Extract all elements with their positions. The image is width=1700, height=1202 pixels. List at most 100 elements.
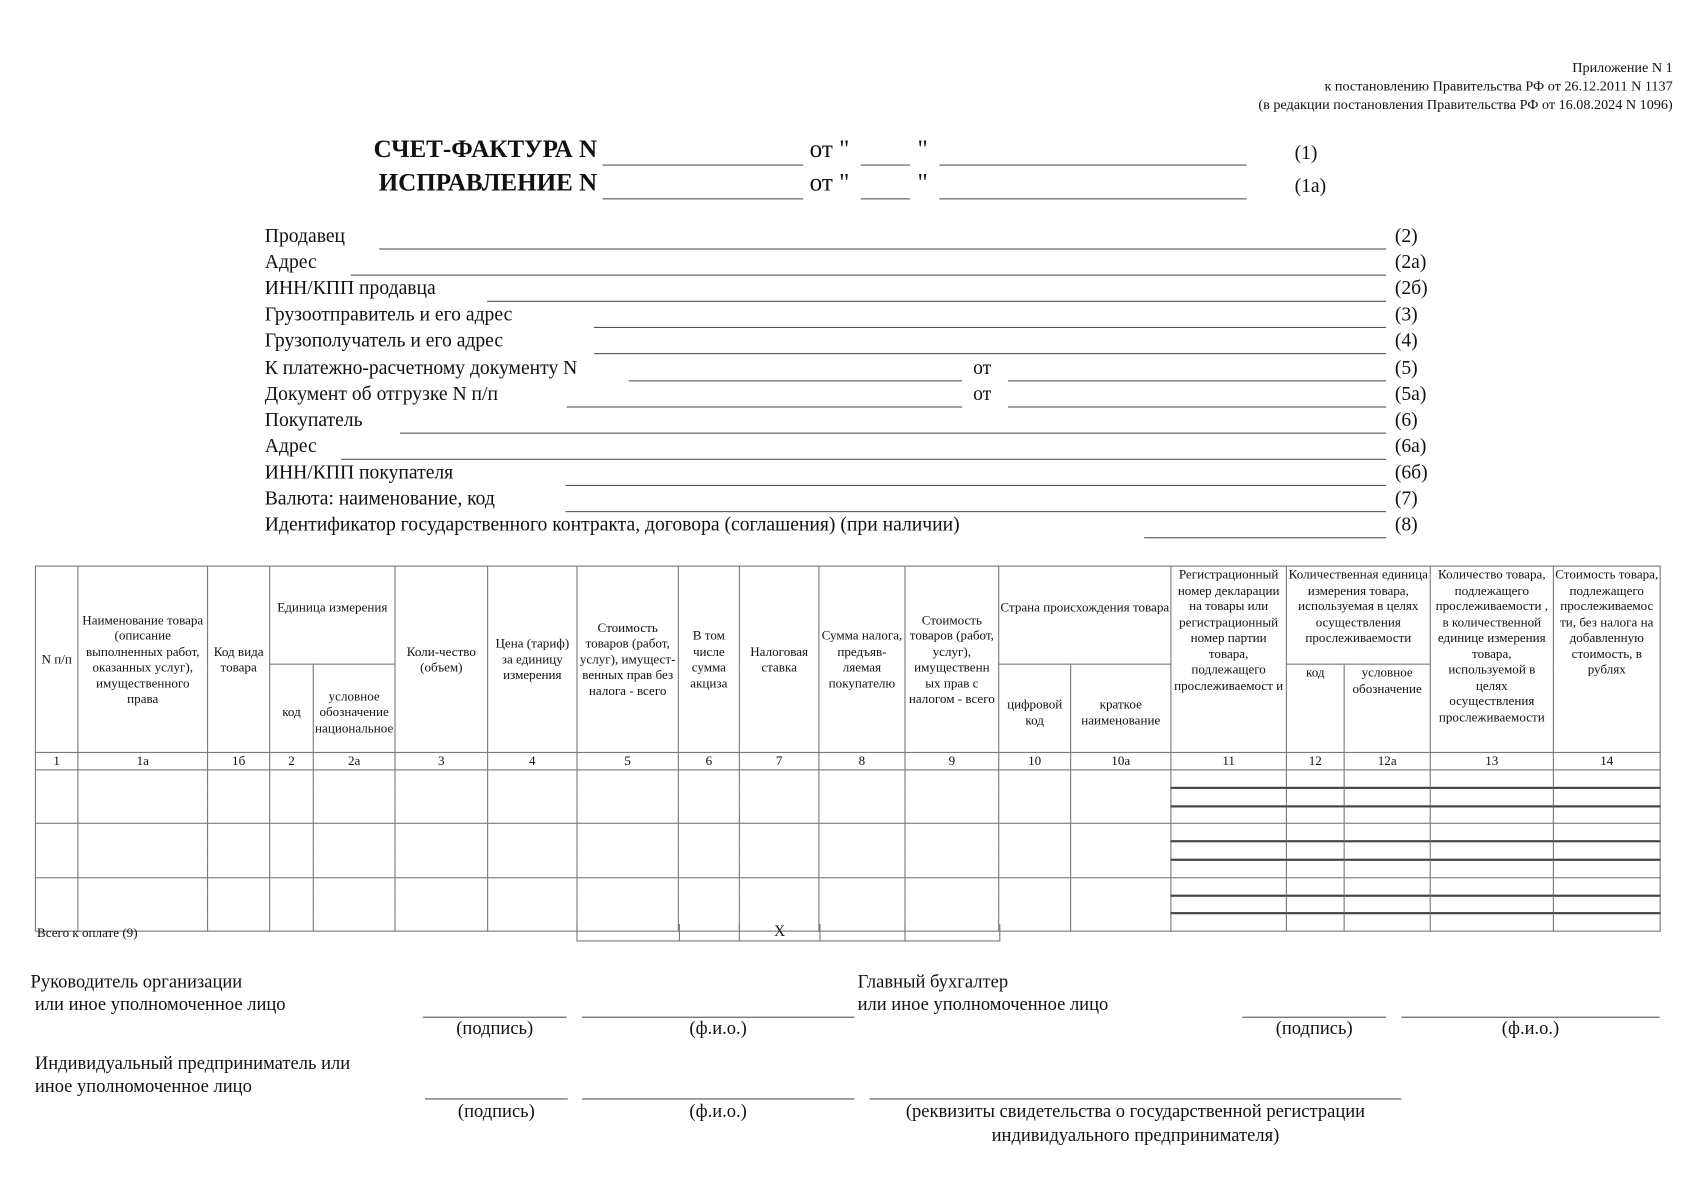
traceability-cell[interactable] <box>1429 840 1554 861</box>
field-input[interactable] <box>487 300 1387 303</box>
total-tax-cell[interactable] <box>818 924 905 942</box>
traceability-cell[interactable] <box>1429 876 1554 897</box>
traceability-cell[interactable] <box>1285 805 1345 825</box>
table-cell[interactable] <box>818 769 906 825</box>
head-signature-field[interactable] <box>422 1016 567 1018</box>
table-cell[interactable] <box>207 769 271 825</box>
traceability-cell[interactable] <box>1429 787 1554 808</box>
table-cell[interactable] <box>738 876 820 932</box>
table-cell[interactable] <box>1070 876 1172 932</box>
field-input[interactable] <box>593 327 1387 329</box>
ip-signature-field[interactable] <box>424 1098 568 1100</box>
field-input[interactable] <box>1144 537 1387 539</box>
traceability-cell[interactable] <box>1170 859 1287 879</box>
table-cell[interactable] <box>269 876 314 932</box>
table-cell[interactable] <box>207 876 271 932</box>
field-input[interactable] <box>379 248 1387 250</box>
table-cell[interactable] <box>576 823 679 879</box>
ip-name-field[interactable] <box>581 1098 855 1100</box>
traceability-cell[interactable] <box>1343 823 1431 843</box>
correction-date-field[interactable] <box>939 198 1247 200</box>
accountant-signature-field[interactable] <box>1242 1016 1387 1018</box>
traceability-cell[interactable] <box>1429 769 1554 789</box>
field-date-input[interactable] <box>1007 406 1387 408</box>
traceability-cell[interactable] <box>1285 894 1345 915</box>
field-input[interactable] <box>399 432 1387 434</box>
field-input[interactable] <box>565 484 1387 486</box>
table-cell[interactable] <box>77 823 209 879</box>
traceability-cell[interactable] <box>1285 876 1345 897</box>
table-cell[interactable] <box>998 769 1072 825</box>
traceability-cell[interactable] <box>1343 894 1431 915</box>
table-cell[interactable] <box>1070 769 1172 825</box>
traceability-cell[interactable] <box>1552 787 1661 808</box>
traceability-cell[interactable] <box>1552 805 1661 825</box>
traceability-cell[interactable] <box>1285 823 1345 843</box>
traceability-cell[interactable] <box>1429 894 1554 915</box>
traceability-cell[interactable] <box>1343 805 1431 825</box>
traceability-cell[interactable] <box>1429 913 1554 932</box>
total-cost-cell[interactable] <box>576 924 680 942</box>
table-cell[interactable] <box>677 769 740 825</box>
table-cell[interactable] <box>487 769 578 825</box>
table-cell[interactable] <box>269 823 314 879</box>
traceability-cell[interactable] <box>1285 859 1345 879</box>
table-cell[interactable] <box>34 876 79 932</box>
field-number-input[interactable] <box>566 406 963 408</box>
correction-number-field[interactable] <box>602 198 804 200</box>
table-cell[interactable] <box>677 876 740 932</box>
traceability-cell[interactable] <box>1170 894 1287 915</box>
invoice-date-field[interactable] <box>939 164 1247 166</box>
table-cell[interactable] <box>34 823 79 879</box>
traceability-cell[interactable] <box>1170 823 1287 843</box>
traceability-cell[interactable] <box>1343 769 1431 789</box>
traceability-cell[interactable] <box>1343 876 1431 897</box>
table-cell[interactable] <box>738 769 820 825</box>
table-cell[interactable] <box>394 876 489 932</box>
traceability-cell[interactable] <box>1170 787 1287 808</box>
table-cell[interactable] <box>207 823 271 879</box>
table-cell[interactable] <box>818 823 906 879</box>
traceability-cell[interactable] <box>1552 894 1661 915</box>
traceability-cell[interactable] <box>1343 787 1431 808</box>
traceability-cell[interactable] <box>1170 805 1287 825</box>
field-number-input[interactable] <box>628 379 963 381</box>
table-cell[interactable] <box>576 769 679 825</box>
field-input[interactable] <box>593 353 1387 355</box>
table-cell[interactable] <box>487 876 578 932</box>
invoice-number-field[interactable] <box>602 164 804 166</box>
table-cell[interactable] <box>576 876 679 932</box>
field-input[interactable] <box>565 511 1387 513</box>
traceability-cell[interactable] <box>1170 769 1287 789</box>
table-cell[interactable] <box>394 823 489 879</box>
table-cell[interactable] <box>312 769 396 825</box>
table-cell[interactable] <box>269 769 314 825</box>
traceability-cell[interactable] <box>1170 913 1287 932</box>
traceability-cell[interactable] <box>1285 840 1345 861</box>
traceability-cell[interactable] <box>1170 876 1287 897</box>
traceability-cell[interactable] <box>1552 913 1661 932</box>
table-cell[interactable] <box>677 823 740 879</box>
traceability-cell[interactable] <box>1552 769 1661 789</box>
table-cell[interactable] <box>904 876 1000 932</box>
table-cell[interactable] <box>312 876 396 932</box>
traceability-cell[interactable] <box>1552 859 1661 879</box>
traceability-cell[interactable] <box>1285 787 1345 808</box>
traceability-cell[interactable] <box>1552 840 1661 861</box>
accountant-name-field[interactable] <box>1401 1016 1660 1018</box>
traceability-cell[interactable] <box>1552 823 1661 843</box>
traceability-cell[interactable] <box>1343 859 1431 879</box>
traceability-cell[interactable] <box>1343 840 1431 861</box>
traceability-cell[interactable] <box>1170 840 1287 861</box>
table-cell[interactable] <box>312 823 396 879</box>
table-cell[interactable] <box>738 823 820 879</box>
correction-day-field[interactable] <box>860 198 910 200</box>
traceability-cell[interactable] <box>1343 913 1431 932</box>
table-cell[interactable] <box>998 823 1072 879</box>
table-cell[interactable] <box>77 876 209 932</box>
ip-registration-field[interactable] <box>869 1098 1402 1100</box>
invoice-day-field[interactable] <box>860 164 910 166</box>
table-cell[interactable] <box>77 769 209 825</box>
table-cell[interactable] <box>394 769 489 825</box>
table-cell[interactable] <box>998 876 1072 932</box>
